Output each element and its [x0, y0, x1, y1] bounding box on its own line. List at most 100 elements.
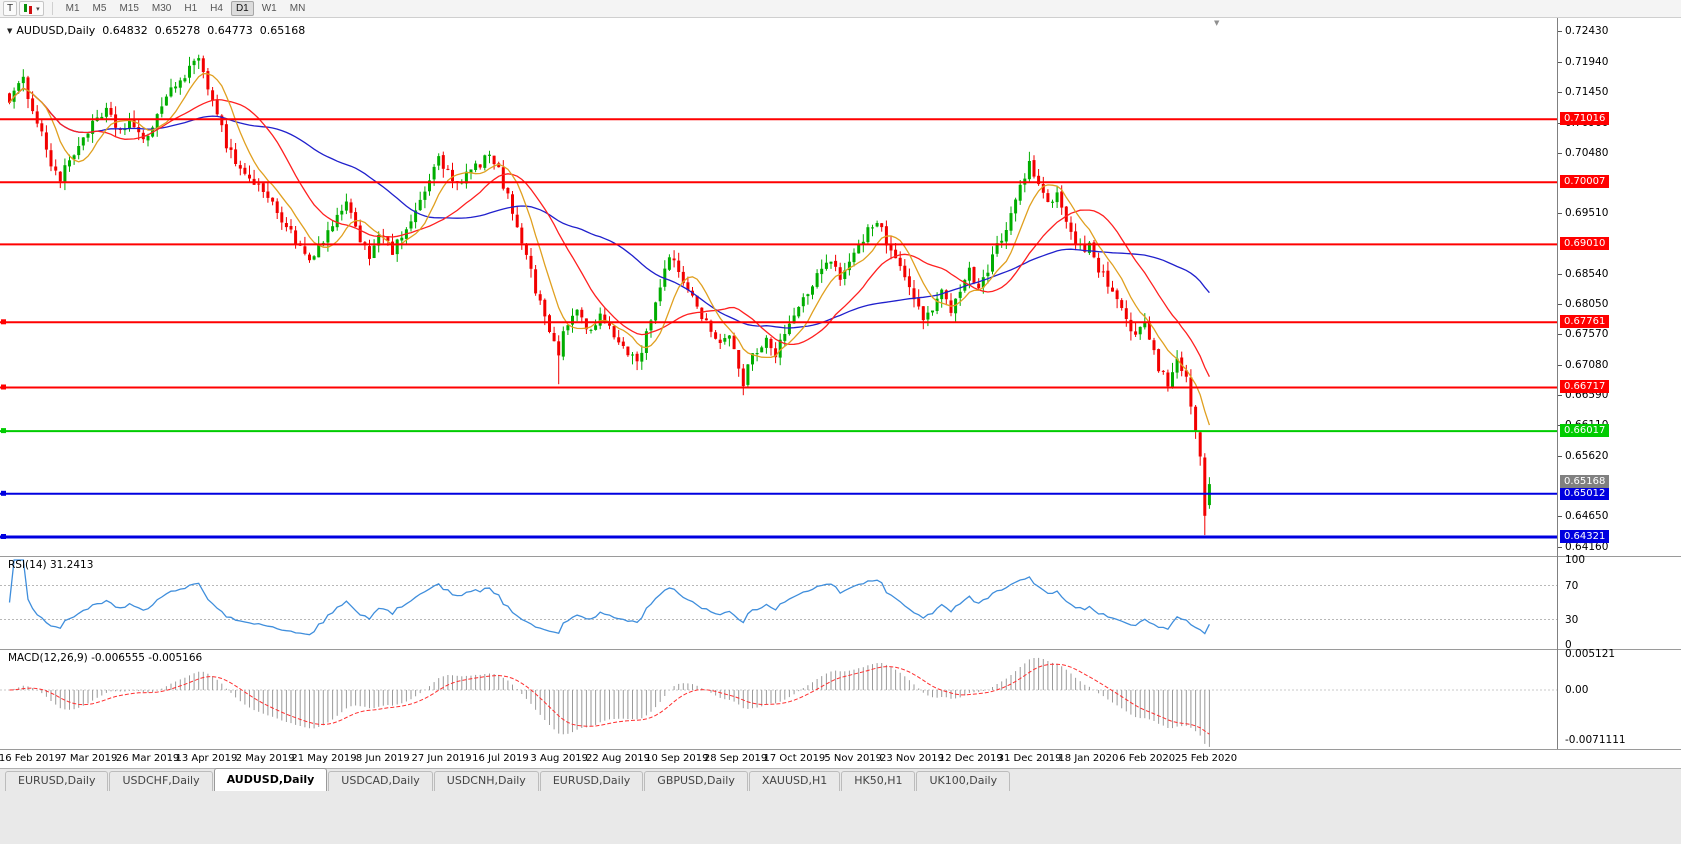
axis-price-label: 0.68540 [1565, 268, 1609, 280]
timeframe-button-H4[interactable]: H4 [205, 1, 228, 16]
price-axis[interactable]: 0.724300.719400.714500.709600.704800.695… [1557, 18, 1681, 749]
rsi-level-label: 70 [1565, 580, 1579, 592]
timeframe-button-H1[interactable]: H1 [179, 1, 202, 16]
macd-label: MACD(12,26,9) -0.006555 -0.005166 [8, 652, 203, 664]
chart-tab-usdcnh-daily[interactable]: USDCNH,Daily [433, 771, 539, 791]
price-panel[interactable] [0, 18, 1557, 556]
timeframe-button-D1[interactable]: D1 [230, 1, 254, 16]
axis-tick-mark [1558, 213, 1562, 214]
axis-price-label: 0.69510 [1565, 207, 1609, 219]
time-axis-label: 5 Nov 2019 [824, 753, 883, 764]
rsi-line [8, 559, 1210, 636]
chart-shift-marker[interactable]: ▼ [1214, 19, 1220, 27]
timeframe-button-M15[interactable]: M15 [114, 1, 143, 16]
axis-tick-mark [1558, 456, 1562, 457]
time-axis-label: 8 Jun 2019 [355, 753, 410, 764]
line-price-tag[interactable]: 0.64321 [1560, 530, 1610, 543]
rsi-label: RSI(14) 31.2413 [8, 559, 94, 571]
chart-title: ▼ AUDUSD,Daily 0.64832 0.65278 0.64773 0.6516… [7, 24, 305, 37]
axis-tick-mark [1558, 92, 1562, 93]
chart-tab-xauusd-h1[interactable]: XAUUSD,H1 [748, 771, 841, 791]
timeframe-button-M5[interactable]: M5 [88, 1, 112, 16]
time-axis-label: 13 Apr 2019 [175, 753, 238, 764]
axis-tick-mark [1558, 31, 1562, 32]
line-price-tag[interactable]: 0.67761 [1560, 315, 1610, 328]
axis-tick-mark [1558, 547, 1562, 548]
axis-price-label: 0.64650 [1565, 510, 1609, 522]
time-axis-label: 18 Jan 2020 [1058, 753, 1119, 764]
text-tool-icon: T [7, 3, 14, 14]
axis-tick-mark [1558, 516, 1562, 517]
chevron-down-icon: ▾ [36, 5, 40, 13]
candlestick-chart-icon [23, 3, 34, 15]
axis-tick-mark [1558, 304, 1562, 305]
axis-tick-mark [1558, 62, 1562, 63]
time-axis-label: 22 Aug 2019 [585, 753, 651, 764]
rsi-panel[interactable] [0, 557, 1557, 649]
horizontal-lines-layer[interactable] [0, 118, 1557, 539]
current-price-tag: 0.65168 [1560, 475, 1610, 488]
macd-level-label: 0.005121 [1565, 648, 1616, 660]
timeframe-button-MN[interactable]: MN [285, 1, 311, 16]
time-axis-label: 31 Dec 2019 [997, 753, 1062, 764]
rsi-level-label: 30 [1565, 614, 1579, 626]
macd-histogram [13, 657, 1210, 747]
chart-tab-gbpusd-daily[interactable]: GBPUSD,Daily [644, 771, 748, 791]
axis-price-label: 0.71940 [1565, 56, 1609, 68]
line-price-tag[interactable]: 0.66717 [1560, 380, 1610, 393]
time-axis-label: 6 Feb 2020 [1119, 753, 1176, 764]
line-price-tag[interactable]: 0.71016 [1560, 112, 1610, 125]
panel-separator-price-rsi[interactable] [0, 556, 1681, 557]
timeframe-button-W1[interactable]: W1 [257, 1, 282, 16]
line-price-tag[interactable]: 0.70007 [1560, 175, 1610, 188]
axis-price-label: 0.70480 [1565, 147, 1609, 159]
chart-menu-icon[interactable]: ▼ [7, 27, 13, 35]
candles-layer [8, 54, 1211, 536]
time-axis-label: 25 Feb 2020 [1174, 753, 1238, 764]
time-axis-label: 16 Jul 2019 [472, 753, 529, 764]
macd-level-label: 0.00 [1565, 684, 1589, 696]
chart-tab-bar: EURUSD,Daily USDCHF,Daily AUDUSD,Daily USDC… [0, 768, 1681, 791]
timeframe-button-M30[interactable]: M30 [147, 1, 176, 16]
time-axis-label: 26 Mar 2019 [115, 753, 180, 764]
line-price-tag[interactable]: 0.69010 [1560, 237, 1610, 250]
axis-tick-mark [1558, 365, 1562, 366]
status-area [0, 791, 1681, 844]
chart-tab-hk50-h1[interactable]: HK50,H1 [841, 771, 916, 791]
time-axis-label: 12 Dec 2019 [938, 753, 1003, 764]
toolbar-separator [51, 2, 53, 15]
axis-tick-mark [1558, 334, 1562, 335]
text-tool-button[interactable]: T [3, 1, 18, 16]
time-axis[interactable]: 16 Feb 2019 7 Mar 2019 26 Mar 2019 13 Apr 2… [0, 749, 1681, 768]
ohlc-high: 0.65278 [154, 24, 201, 37]
axis-price-label: 0.68050 [1565, 298, 1609, 310]
toolbar: T ▾ M1 M5 M15 M30 H1 H4 D1 W1 MN [0, 0, 1681, 18]
line-price-tag[interactable]: 0.65012 [1560, 487, 1610, 500]
time-axis-label: 7 Mar 2019 [60, 753, 118, 764]
axis-price-label: 0.67570 [1565, 328, 1609, 340]
axis-tick-mark [1558, 395, 1562, 396]
macd-panel[interactable] [0, 650, 1557, 749]
line-price-tag[interactable]: 0.66017 [1560, 424, 1610, 437]
ohlc-open: 0.64832 [102, 24, 148, 37]
ohlc-close: 0.65168 [259, 24, 306, 37]
time-axis-label: 10 Sep 2019 [645, 753, 709, 764]
chart-tab-uk100-daily[interactable]: UK100,Daily [916, 771, 1011, 791]
time-axis-label: 16 Feb 2019 [0, 753, 62, 764]
chart-tab-usdchf-daily[interactable]: USDCHF,Daily [109, 771, 213, 791]
panel-separator-rsi-macd[interactable] [0, 649, 1681, 650]
chart-tab-eurusd-daily[interactable]: EURUSD,Daily [539, 771, 644, 791]
chart-tab-audusd-daily[interactable]: AUDUSD,Daily [213, 768, 328, 791]
timeframe-button-M1[interactable]: M1 [61, 1, 85, 16]
chart-tab-eurusd-daily[interactable]: EURUSD,Daily [5, 771, 109, 791]
time-axis-label: 27 Jun 2019 [411, 753, 472, 764]
chart-container[interactable]: ▼ AUDUSD,Daily 0.64832 0.65278 0.64773 0.6516… [0, 18, 1681, 749]
chart-tab-usdcad-daily[interactable]: USDCAD,Daily [328, 771, 433, 791]
chart-type-button[interactable]: ▾ [19, 1, 44, 16]
time-axis-label: 3 Aug 2019 [530, 753, 589, 764]
timeframe-buttons: M1 M5 M15 M30 H1 H4 D1 W1 MN [61, 1, 311, 16]
moving-averages-layer [8, 72, 1211, 426]
axis-price-label: 0.67080 [1565, 359, 1609, 371]
chart-symbol-label: AUDUSD,Daily [16, 24, 96, 37]
